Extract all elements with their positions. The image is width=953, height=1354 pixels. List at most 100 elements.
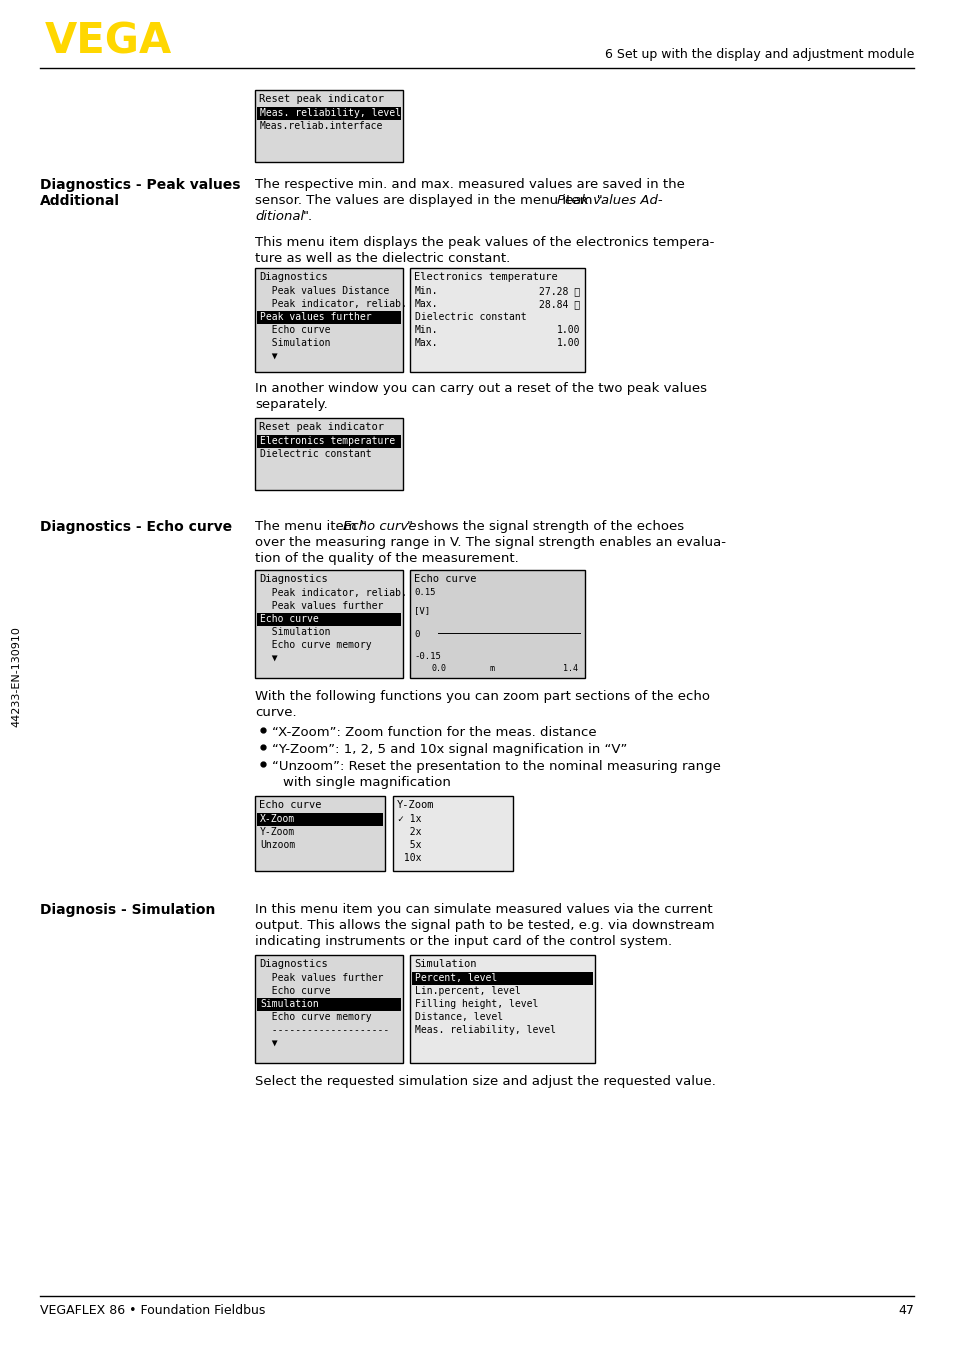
Text: Dielectric constant: Dielectric constant	[415, 311, 526, 322]
Bar	[254, 89, 402, 162]
Text: Lin.percent, level: Lin.percent, level	[415, 986, 520, 997]
Text: Peak indicator, reliab.: Peak indicator, reliab.	[260, 299, 406, 309]
Bar	[256, 107, 400, 121]
Text: Diagnostics: Diagnostics	[258, 959, 328, 969]
Text: Min.: Min.	[415, 286, 438, 297]
Text: sensor. The values are displayed in the menu item ": sensor. The values are displayed in the …	[254, 194, 602, 207]
Text: Peak values further: Peak values further	[260, 601, 383, 611]
Text: This menu item displays the peak values of the electronics tempera-: This menu item displays the peak values …	[254, 236, 714, 249]
Text: --------------------: --------------------	[260, 1025, 389, 1034]
Text: Additional: Additional	[40, 194, 120, 209]
Text: [V]: [V]	[414, 607, 430, 615]
Text: Echo curve: Echo curve	[260, 325, 330, 334]
Bar	[254, 955, 402, 1063]
Text: Peak values Ad-: Peak values Ad-	[557, 194, 662, 207]
Bar	[254, 418, 402, 490]
Text: with single magnification: with single magnification	[283, 776, 451, 789]
Text: Diagnostics - Echo curve: Diagnostics - Echo curve	[40, 520, 232, 533]
Text: 1.4: 1.4	[562, 663, 578, 673]
Bar	[254, 570, 402, 678]
Text: Simulation: Simulation	[260, 627, 330, 636]
Bar	[254, 796, 385, 871]
Bar	[256, 998, 400, 1011]
Text: Reset peak indicator: Reset peak indicator	[258, 422, 384, 432]
Text: Peak values further: Peak values further	[260, 311, 372, 322]
Bar	[254, 268, 402, 372]
Text: 1.00: 1.00	[556, 338, 579, 348]
Text: curve.: curve.	[254, 705, 296, 719]
Text: Echo curve: Echo curve	[258, 800, 321, 810]
Text: 44233-EN-130910: 44233-EN-130910	[11, 627, 21, 727]
Text: 0.15: 0.15	[414, 588, 435, 597]
Text: 47: 47	[897, 1304, 913, 1317]
Text: 0: 0	[414, 630, 419, 639]
Text: Diagnostics: Diagnostics	[258, 272, 328, 282]
Text: Echo curve: Echo curve	[260, 986, 330, 997]
Text: indicating instruments or the input card of the control system.: indicating instruments or the input card…	[254, 936, 672, 948]
Bar	[410, 268, 584, 372]
Text: Dielectric constant: Dielectric constant	[260, 450, 372, 459]
Text: The respective min. and max. measured values are saved in the: The respective min. and max. measured va…	[254, 177, 684, 191]
Text: 1.00: 1.00	[556, 325, 579, 334]
Text: With the following functions you can zoom part sections of the echo: With the following functions you can zoo…	[254, 691, 709, 703]
Text: Electronics temperature: Electronics temperature	[414, 272, 558, 282]
Text: “Y-Zoom”: 1, 2, 5 and 10x signal magnification in “V”: “Y-Zoom”: 1, 2, 5 and 10x signal magnifi…	[272, 743, 627, 756]
Text: “Unzoom”: Reset the presentation to the nominal measuring range: “Unzoom”: Reset the presentation to the …	[272, 760, 720, 773]
Text: Echo curve memory: Echo curve memory	[260, 1011, 372, 1022]
Bar	[410, 570, 584, 678]
Bar	[410, 955, 595, 1063]
Text: 28.84 ℃: 28.84 ℃	[538, 299, 579, 309]
Text: over the measuring range in V. The signal strength enables an evalua-: over the measuring range in V. The signa…	[254, 536, 725, 548]
Text: Max.: Max.	[415, 338, 438, 348]
Text: 0.0: 0.0	[432, 663, 447, 673]
Text: 5x: 5x	[397, 839, 421, 850]
Text: Meas. reliability, level: Meas. reliability, level	[415, 1025, 556, 1034]
Bar	[256, 812, 382, 826]
Text: ture as well as the dielectric constant.: ture as well as the dielectric constant.	[254, 252, 510, 265]
Text: " shows the signal strength of the echoes: " shows the signal strength of the echoe…	[407, 520, 683, 533]
Text: ".: ".	[303, 210, 313, 223]
Text: Diagnosis - Simulation: Diagnosis - Simulation	[40, 903, 215, 917]
Text: 6 Set up with the display and adjustment module: 6 Set up with the display and adjustment…	[604, 47, 913, 61]
Text: VEGAFLEX 86 • Foundation Fieldbus: VEGAFLEX 86 • Foundation Fieldbus	[40, 1304, 265, 1317]
Text: Electronics temperature: Electronics temperature	[260, 436, 395, 445]
Text: output. This allows the signal path to be tested, e.g. via downstream: output. This allows the signal path to b…	[254, 919, 714, 932]
Text: ▼: ▼	[260, 1039, 277, 1048]
Text: 10x: 10x	[397, 853, 421, 862]
Text: VEGA: VEGA	[45, 20, 172, 62]
Text: separately.: separately.	[254, 398, 328, 412]
Text: ▼: ▼	[260, 653, 277, 663]
Bar	[393, 796, 513, 871]
Bar	[412, 972, 593, 984]
Bar	[256, 311, 400, 324]
Text: Diagnostics - Peak values: Diagnostics - Peak values	[40, 177, 240, 192]
Bar	[256, 435, 400, 448]
Text: Reset peak indicator: Reset peak indicator	[258, 93, 384, 104]
Text: 27.28 ℃: 27.28 ℃	[538, 286, 579, 297]
Text: Unzoom: Unzoom	[260, 839, 294, 850]
Text: Simulation: Simulation	[260, 999, 318, 1009]
Text: Echo curve: Echo curve	[343, 520, 416, 533]
Text: ▼: ▼	[260, 351, 277, 362]
Text: Simulation: Simulation	[414, 959, 476, 969]
Text: m: m	[490, 663, 495, 673]
Text: Simulation: Simulation	[260, 338, 330, 348]
Text: 2x: 2x	[397, 827, 421, 837]
Text: X-Zoom: X-Zoom	[260, 814, 294, 825]
Text: tion of the quality of the measurement.: tion of the quality of the measurement.	[254, 552, 518, 565]
Text: The menu item ": The menu item "	[254, 520, 367, 533]
Text: Peak values Distance: Peak values Distance	[260, 286, 389, 297]
Text: Echo curve: Echo curve	[414, 574, 476, 584]
Text: Filling height, level: Filling height, level	[415, 999, 537, 1009]
Text: Min.: Min.	[415, 325, 438, 334]
Text: Select the requested simulation size and adjust the requested value.: Select the requested simulation size and…	[254, 1075, 715, 1089]
Text: Echo curve: Echo curve	[260, 613, 318, 624]
Text: Percent, level: Percent, level	[415, 974, 497, 983]
Text: -0.15: -0.15	[414, 653, 440, 661]
Text: Distance, level: Distance, level	[415, 1011, 502, 1022]
Text: Echo curve memory: Echo curve memory	[260, 640, 372, 650]
Text: Peak values further: Peak values further	[260, 974, 383, 983]
Bar	[256, 613, 400, 626]
Text: Peak indicator, reliab.: Peak indicator, reliab.	[260, 588, 406, 598]
Text: Max.: Max.	[415, 299, 438, 309]
